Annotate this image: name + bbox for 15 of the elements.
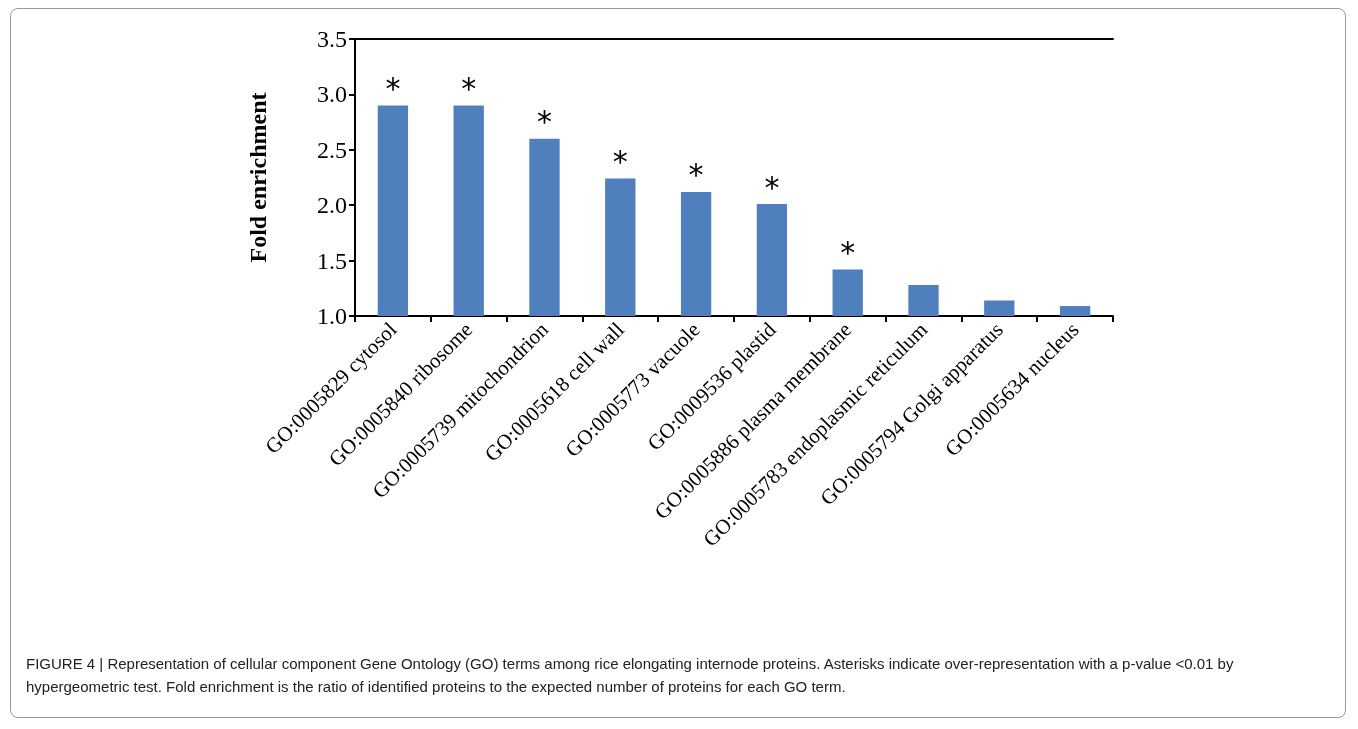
y-tick-label: 2.5	[317, 136, 347, 163]
data-label: *	[764, 169, 780, 205]
y-tick-label: 2.0	[317, 192, 347, 219]
data-label: *	[385, 70, 401, 106]
data-label: *	[537, 104, 552, 140]
y-tick-label: 1.5	[317, 247, 347, 274]
data-label: *	[688, 157, 704, 193]
y-tick-label: 3.0	[317, 81, 347, 108]
y-tick-label: 3.5	[317, 26, 347, 52]
y-axis-title: Fold enrichment	[245, 92, 271, 263]
data-label: *	[612, 144, 628, 180]
caption: FIGURE 4 | Representation of cellular component Gene Ontology (GO) terms among rice elongating internode proteins. Asterisks indicate over-representation with a p-value <0.01 by hypergeometric test. Fold enrichment is the ratio of identified proteins to the expected number of proteins for each GO term.	[26, 654, 1235, 697]
data-label: *	[840, 234, 856, 270]
y-tick-label: 1.0	[317, 303, 347, 329]
data-label: *	[461, 70, 477, 106]
